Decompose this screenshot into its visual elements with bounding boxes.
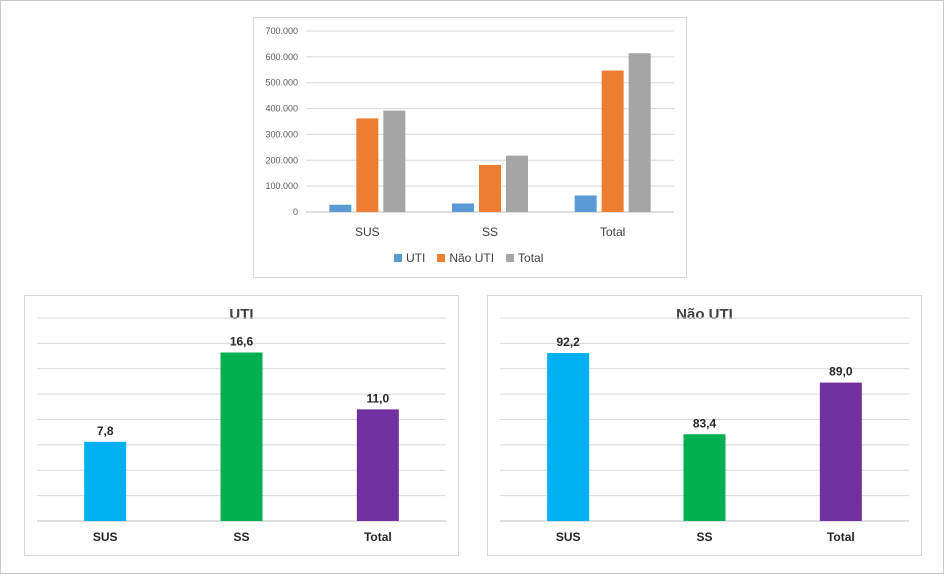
legend-label-nao-uti: Não UTI [449,251,495,265]
x-tick-label: SUS [355,225,380,239]
legend-item-nao-uti: Não UTI [437,251,494,265]
y-tick-label: 500.000 [265,78,298,88]
y-tick-label: 0 [293,207,298,217]
x-tick-label: SS [482,225,498,239]
legend-item-total: Total [506,251,543,265]
data-label: 83,4 [693,416,717,430]
nao-uti-bar-chart-plot: 92,2 SUS 83,4 SS 89,0 Total [500,317,909,544]
x-tick-label: Total [827,530,855,544]
bar-total-sus [383,110,406,212]
x-tick-label: SUS [556,530,581,544]
legend-swatch-nao-uti [437,254,446,262]
chart-title: Não UTI [676,306,733,323]
bar-sus [84,441,127,521]
bar-uti-total [574,195,597,212]
bar-ss [683,434,726,521]
bar-total [819,382,862,521]
data-label: 7,8 [97,424,114,438]
y-tick-label: 200.000 [265,155,298,165]
bar-ss [220,352,263,521]
legend-swatch-uti [394,254,402,262]
legend-swatch-total [506,254,515,262]
x-tick-label: Total [600,225,625,239]
x-tick-label: SS [696,530,712,544]
y-tick-label: 400.000 [265,104,298,114]
bar-uti-sus [329,204,352,212]
chart-legend: UTI Não UTI Total [394,251,543,265]
data-label: 16,6 [230,335,254,349]
bar-nao-uti-sus [356,118,379,212]
data-label: 89,0 [829,365,853,379]
bar-total [356,409,399,521]
x-tick-label: Total [364,530,392,544]
legend-label-uti: UTI [406,251,426,265]
y-tick-label: 300.000 [265,129,298,139]
bar-sus [547,353,590,521]
grouped-bar-chart-plot: 0 100.000 200.000 300.000 400.000 500.000 600.… [265,26,674,239]
data-label: 92,2 [556,335,580,349]
bar-nao-uti-total [601,70,624,212]
uti-bar-chart-plot: 7,8 SUS 16,6 SS 11,0 Total [37,317,446,544]
legend-item-uti: UTI [394,251,425,265]
x-tick-label: SS [233,530,249,544]
y-tick-label: 100.000 [265,181,298,191]
x-tick-label: SUS [93,530,118,544]
nao-uti-bar-chart: Não UTI 92,2 SUS 83,4 SS 89,0 Total [487,295,922,556]
legend-label-total: Total [518,251,544,265]
grouped-bar-chart: 0 100.000 200.000 300.000 400.000 500.000 600.… [253,17,687,278]
bar-uti-ss [452,203,474,212]
data-label: 11,0 [366,391,389,405]
bar-total-ss [506,155,528,212]
uti-bar-chart: UTI 7,8 SUS 16,6 SS 11,0 Total [24,295,459,556]
y-tick-label: 700.000 [265,26,298,36]
y-tick-label: 600.000 [265,52,298,62]
chart-title: UTI [229,306,254,323]
bar-nao-uti-ss [479,164,501,212]
bar-total-total [628,53,651,212]
